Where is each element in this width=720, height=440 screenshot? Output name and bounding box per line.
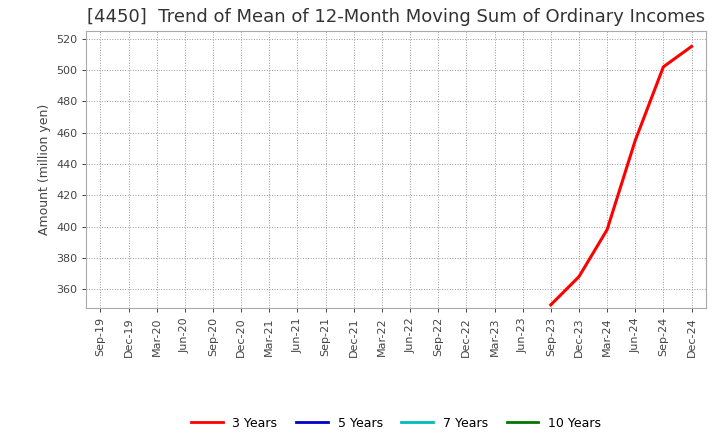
Title: [4450]  Trend of Mean of 12-Month Moving Sum of Ordinary Incomes: [4450] Trend of Mean of 12-Month Moving … xyxy=(87,8,705,26)
3 Years xyxy=(659,64,667,70)
Line: 3 Years: 3 Years xyxy=(551,47,691,305)
3 Years xyxy=(687,44,696,49)
Legend: 3 Years, 5 Years, 7 Years, 10 Years: 3 Years, 5 Years, 7 Years, 10 Years xyxy=(186,412,606,435)
3 Years xyxy=(575,274,583,279)
3 Years xyxy=(546,302,555,308)
3 Years xyxy=(631,138,639,143)
Y-axis label: Amount (million yen): Amount (million yen) xyxy=(37,104,50,235)
3 Years xyxy=(603,227,611,232)
